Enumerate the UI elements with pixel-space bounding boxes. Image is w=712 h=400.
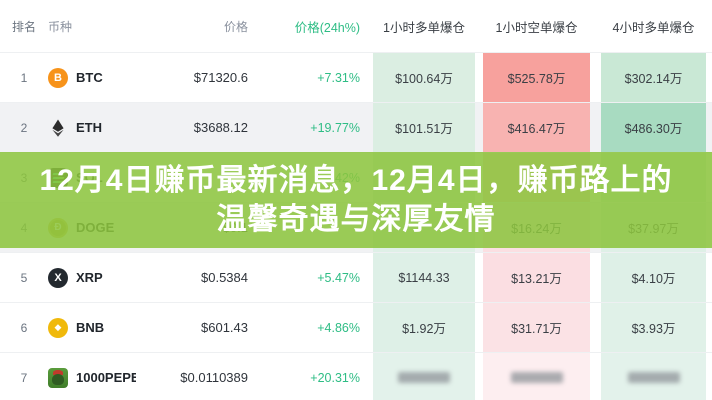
change-24h-value: +7.31% — [317, 70, 360, 85]
change-24h-value: +5.47% — [317, 270, 360, 285]
headline-line1: 12月4日赚币最新消息，12月4日，赚币路上的 — [39, 164, 673, 197]
coin-cell: ETH — [48, 103, 158, 152]
rank-value: 2 — [20, 120, 28, 135]
rank-value: 6 — [20, 320, 28, 335]
rank-value: 5 — [20, 270, 28, 285]
header-coin: 币种 — [48, 19, 73, 34]
price-value: $3688.12 — [193, 120, 248, 135]
change-24h-value: +4.86% — [317, 320, 360, 335]
table-row-xrp[interactable]: 5 X XRP $0.5384 +5.47% $1144.33 $13.21万 … — [0, 252, 712, 302]
header-1h-long-liq: 1小时多单爆仓 — [383, 20, 465, 35]
liq-1h-long-cell — [373, 353, 475, 400]
table-row-bnb[interactable]: 6 ◆ BNB $601.43 +4.86% $1.92万 $31.71万 $3… — [0, 302, 712, 352]
headline-banner[interactable]: 12月4日赚币最新消息，12月4日，赚币路上的 温馨奇遇与深厚友情 — [0, 152, 712, 248]
coin-cell: X XRP — [48, 253, 158, 302]
price-value: $0.5384 — [201, 270, 248, 285]
table-header-row: 排名 币种 价格 价格(24h%) 1小时多单爆仓 1小时空单爆仓 4小时多单爆… — [0, 0, 712, 52]
liq-4h-long-cell: $486.30万 — [601, 103, 706, 152]
coin-cell: B BTC — [48, 53, 158, 102]
change-24h-value: +19.77% — [310, 120, 360, 135]
blurred-value — [510, 372, 563, 383]
price-value: $71320.6 — [193, 70, 248, 85]
liq-4h-long-cell: $3.93万 — [601, 303, 706, 352]
coin-symbol: ETH — [76, 120, 102, 135]
liq-1h-short-cell: $13.21万 — [483, 253, 590, 302]
coin-symbol: XRP — [76, 270, 103, 285]
rank-value: 7 — [20, 370, 28, 385]
rank-value: 1 — [20, 70, 28, 85]
coin-symbol: 1000PEPE — [76, 370, 136, 385]
liq-1h-long-cell: $1144.33 — [373, 253, 475, 302]
header-change-24h: 价格(24h%) — [294, 20, 360, 35]
header-rank: 排名 — [11, 19, 36, 34]
liq-1h-short-cell: $31.71万 — [483, 303, 590, 352]
liq-1h-short-cell: $525.78万 — [483, 53, 590, 102]
bnb-icon: ◆ — [48, 317, 68, 338]
pepe-icon — [48, 367, 68, 388]
liq-1h-long-cell: $101.51万 — [373, 103, 475, 152]
table-row-btc[interactable]: 1 B BTC $71320.6 +7.31% $100.64万 $525.78… — [0, 52, 712, 102]
price-value: $601.43 — [201, 320, 248, 335]
xrp-icon: X — [48, 267, 68, 288]
coin-symbol: BTC — [76, 70, 103, 85]
table-row-eth[interactable]: 2 ETH $3688.12 +19.77% $101.51万 $416.47万… — [0, 102, 712, 152]
coin-cell: 1000PEPE — [48, 353, 158, 400]
ethereum-icon — [48, 118, 68, 138]
bitcoin-icon: B — [48, 67, 68, 88]
liq-4h-long-cell: $302.14万 — [601, 53, 706, 102]
change-24h-value: +20.31% — [310, 370, 360, 385]
liq-1h-short-cell: $416.47万 — [483, 103, 590, 152]
coin-cell: ◆ BNB — [48, 303, 158, 352]
coin-symbol: BNB — [76, 320, 105, 335]
blurred-value — [398, 372, 450, 383]
price-value: $0.0110389 — [180, 370, 248, 385]
liq-4h-long-cell: $4.10万 — [601, 253, 706, 302]
header-1h-short-liq: 1小时空单爆仓 — [495, 20, 578, 35]
table-row-1000pepe[interactable]: 7 1000PEPE $0.0110389 +20.31% — [0, 352, 712, 400]
liq-4h-long-cell — [601, 353, 706, 400]
liq-1h-short-cell — [483, 353, 590, 400]
liq-1h-long-cell: $1.92万 — [373, 303, 475, 352]
blurred-value — [627, 372, 680, 383]
header-price: 价格 — [223, 19, 248, 34]
headline-line2: 温馨奇遇与深厚友情 — [216, 203, 496, 236]
header-4h-long-liq: 4小时多单爆仓 — [612, 20, 695, 35]
liq-1h-long-cell: $100.64万 — [373, 53, 475, 102]
